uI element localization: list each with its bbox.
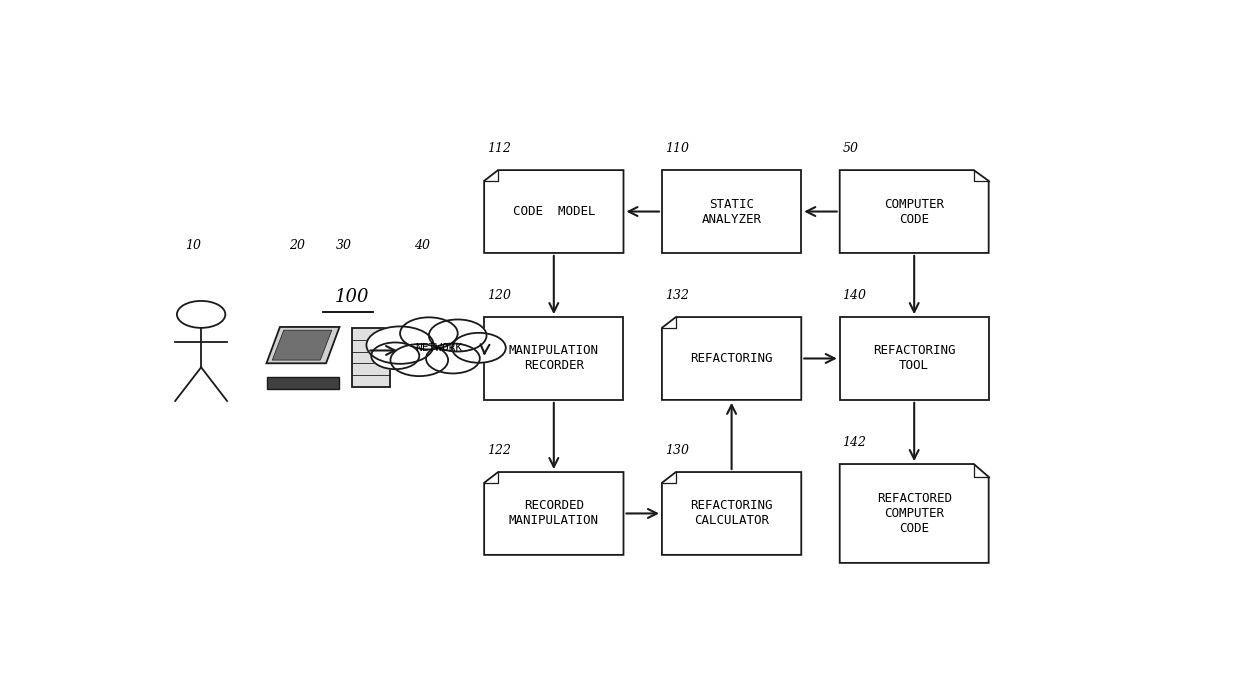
Circle shape bbox=[391, 344, 448, 376]
Polygon shape bbox=[273, 330, 332, 360]
Text: REFACTORED
COMPUTER
CODE: REFACTORED COMPUTER CODE bbox=[877, 492, 951, 535]
FancyBboxPatch shape bbox=[662, 170, 801, 253]
Text: 120: 120 bbox=[487, 289, 511, 302]
FancyBboxPatch shape bbox=[839, 317, 988, 400]
Text: 20: 20 bbox=[289, 239, 305, 252]
Text: 40: 40 bbox=[414, 239, 430, 252]
Text: STATIC
ANALYZER: STATIC ANALYZER bbox=[702, 198, 761, 226]
Text: 130: 130 bbox=[665, 444, 688, 457]
Text: RECORDED
MANIPULATION: RECORDED MANIPULATION bbox=[508, 500, 599, 527]
Text: 140: 140 bbox=[843, 289, 867, 302]
FancyBboxPatch shape bbox=[484, 317, 624, 400]
Polygon shape bbox=[839, 170, 988, 253]
Polygon shape bbox=[839, 464, 988, 563]
Text: 110: 110 bbox=[665, 142, 688, 155]
Polygon shape bbox=[662, 317, 801, 400]
Text: 142: 142 bbox=[843, 436, 867, 449]
FancyBboxPatch shape bbox=[267, 378, 339, 389]
Text: 10: 10 bbox=[186, 239, 201, 252]
Text: COMPUTER
CODE: COMPUTER CODE bbox=[884, 198, 944, 226]
Text: 100: 100 bbox=[335, 288, 370, 306]
Text: MANIPULATION
RECORDER: MANIPULATION RECORDER bbox=[508, 344, 599, 373]
Polygon shape bbox=[267, 327, 340, 363]
FancyBboxPatch shape bbox=[352, 328, 391, 387]
Circle shape bbox=[371, 342, 419, 369]
Circle shape bbox=[427, 344, 480, 373]
Text: 122: 122 bbox=[487, 444, 511, 457]
Text: 132: 132 bbox=[665, 289, 688, 302]
Text: 30: 30 bbox=[335, 239, 351, 252]
Polygon shape bbox=[484, 170, 624, 253]
Circle shape bbox=[451, 333, 506, 363]
Circle shape bbox=[367, 326, 434, 364]
Text: 50: 50 bbox=[843, 142, 858, 155]
Text: REFACTORING
TOOL: REFACTORING TOOL bbox=[873, 344, 956, 373]
Text: REFACTORING
CALCULATOR: REFACTORING CALCULATOR bbox=[691, 500, 773, 527]
Text: NETWORK: NETWORK bbox=[415, 343, 463, 353]
Text: CODE  MODEL: CODE MODEL bbox=[512, 205, 595, 218]
Polygon shape bbox=[484, 472, 624, 555]
Circle shape bbox=[429, 319, 486, 352]
Text: REFACTORING: REFACTORING bbox=[691, 352, 773, 365]
Text: 112: 112 bbox=[487, 142, 511, 155]
Polygon shape bbox=[662, 472, 801, 555]
Circle shape bbox=[401, 317, 458, 349]
